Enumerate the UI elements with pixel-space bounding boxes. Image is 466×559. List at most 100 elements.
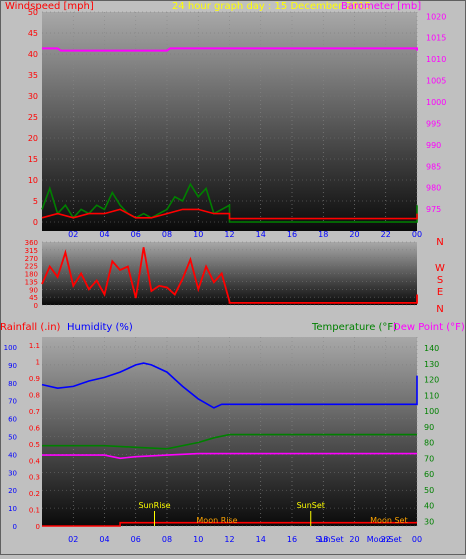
wind-x-tick: 00 [412, 230, 422, 239]
wind-y-tick: 0 [33, 218, 38, 227]
rainfall-y-tick: 0.7 [29, 408, 40, 416]
rainfall-axis-title: Rainfall (.in) [0, 322, 61, 333]
series-direction [41, 247, 418, 304]
climate-x-tick: 22 [381, 535, 391, 544]
annotation-moon-rise: Moon Rise [196, 516, 237, 525]
temperature-y-tick: 50 [424, 486, 434, 495]
climate-x-tick: 18 [318, 535, 328, 544]
wind-y-tick: 45 [28, 29, 38, 38]
wind-y-tick: 10 [28, 176, 38, 185]
barometer-y-tick: 1000 [426, 98, 446, 107]
climate-x-tick: 08 [162, 535, 172, 544]
series-rainfall [42, 521, 417, 527]
climate-x-tick: 06 [131, 535, 141, 544]
direction-y-tick: 0 [34, 302, 38, 310]
direction-y-tick: 45 [29, 294, 38, 302]
humidity-y-axis: 0 10 20 30 40 50 60 70 80 90 100 [4, 344, 17, 531]
humidity-axis-title: Humidity (%) [67, 322, 133, 333]
direction-y-tick: 90 [29, 286, 38, 294]
wind-x-tick: 14 [256, 230, 266, 239]
temperature-y-tick: 100 [424, 407, 439, 416]
rainfall-y-tick: 0.4 [29, 457, 41, 465]
wind-y-tick: 5 [33, 197, 38, 206]
barometer-y-axis: 975 980 985 990 995 1000 1005 1010 1015 1020 [426, 12, 446, 214]
compass-w: W [435, 263, 445, 274]
temperature-y-tick: 80 [424, 439, 434, 448]
humidity-y-tick: 60 [8, 416, 17, 424]
humidity-y-tick: 70 [8, 398, 17, 406]
rainfall-y-tick: 0.5 [29, 441, 40, 449]
wind-x-tick: 08 [162, 230, 172, 239]
temperature-y-tick: 70 [424, 454, 434, 463]
direction-y-tick: 360 [25, 239, 38, 247]
rainfall-y-tick: 1 [36, 359, 40, 367]
humidity-y-tick: 0 [13, 523, 17, 531]
humidity-y-tick: 100 [4, 344, 17, 352]
series-gust [41, 182, 418, 223]
lower-label: MoonSet [367, 535, 402, 544]
temperature-y-tick: 130 [424, 360, 439, 369]
temperature-y-tick: 120 [424, 376, 439, 385]
wind-y-tick: 50 [28, 8, 38, 17]
barometer-y-tick: 985 [426, 162, 441, 171]
rainfall-y-axis: 0 0.1 0.2 0.3 0.4 0.5 0.6 0.7 0.8 0.9 1 1.1 [29, 342, 41, 531]
climate-x-tick: 20 [349, 535, 359, 544]
rainfall-y-tick: 0.8 [29, 392, 40, 400]
climate-x-tick: 04 [99, 535, 109, 544]
barometer-y-tick: 1020 [426, 12, 446, 21]
rainfall-y-tick: 0.2 [29, 490, 40, 498]
rainfall-y-tick: 0.9 [29, 375, 40, 383]
series-barometer [42, 47, 418, 52]
series-dew-point [42, 452, 417, 460]
temperature-y-axis: 30 40 50 60 70 80 90 100 110 120 130 140 [424, 344, 439, 526]
wind-y-tick: 40 [28, 50, 38, 59]
humidity-y-tick: 90 [8, 362, 17, 370]
climate-x-tick: 14 [256, 535, 266, 544]
wind-axis-title: Windspeed [mph] [5, 1, 94, 12]
direction-y-tick: 225 [25, 263, 38, 271]
wind-x-tick: 06 [131, 230, 141, 239]
direction-y-tick: 180 [25, 271, 38, 279]
dewpoint-axis-title: Dew Point (°F) [393, 322, 465, 333]
climate-plot-area [42, 337, 417, 526]
temperature-y-tick: 40 [424, 502, 434, 511]
barometer-y-tick: 1015 [426, 34, 446, 43]
climate-x-axis: 02 04 06 08 10 12 14 16 18 20 22 00 SunSet MoonSet [68, 535, 422, 544]
rainfall-y-tick: 0.1 [29, 507, 40, 515]
wind-x-tick: 18 [318, 230, 328, 239]
graph-title: 24 hour graph day : 15 December 2015 [172, 1, 371, 12]
wind-x-tick: 22 [381, 230, 391, 239]
barometer-y-tick: 980 [426, 184, 441, 193]
temperature-axis-title: Temperature (°F) [311, 322, 397, 333]
wind-x-tick: 16 [287, 230, 297, 239]
direction-y-tick: 315 [25, 247, 38, 255]
humidity-y-tick: 40 [8, 451, 17, 459]
wind-y-tick: 15 [28, 155, 38, 164]
temperature-y-tick: 30 [424, 517, 434, 526]
series-humidity [41, 362, 418, 409]
annotation-sunset: SunSet [297, 501, 325, 510]
compass-n: N [436, 304, 443, 315]
barometer-y-tick: 975 [426, 205, 441, 214]
barometer-y-tick: 1010 [426, 55, 446, 64]
rainfall-y-tick: 0.3 [29, 474, 40, 482]
compass-e: E [437, 287, 443, 298]
annotation-moon-set: Moon Set [370, 516, 407, 525]
barometer-y-tick: 990 [426, 141, 441, 150]
temperature-y-tick: 140 [424, 344, 439, 353]
temperature-y-tick: 60 [424, 470, 434, 479]
direction-y-tick: 270 [25, 255, 38, 263]
wind-x-axis: 02 04 06 08 10 12 14 16 18 20 22 00 [68, 230, 422, 239]
wind-y-tick: 20 [28, 134, 38, 143]
humidity-y-tick: 10 [8, 505, 17, 513]
wind-x-tick: 02 [68, 230, 78, 239]
climate-x-tick: 02 [68, 535, 78, 544]
wind-x-tick: 12 [224, 230, 234, 239]
climate-x-tick: 16 [287, 535, 297, 544]
temperature-y-tick: 110 [424, 391, 439, 400]
rainfall-y-tick: 0 [36, 523, 40, 531]
compass-s: S [437, 275, 443, 286]
